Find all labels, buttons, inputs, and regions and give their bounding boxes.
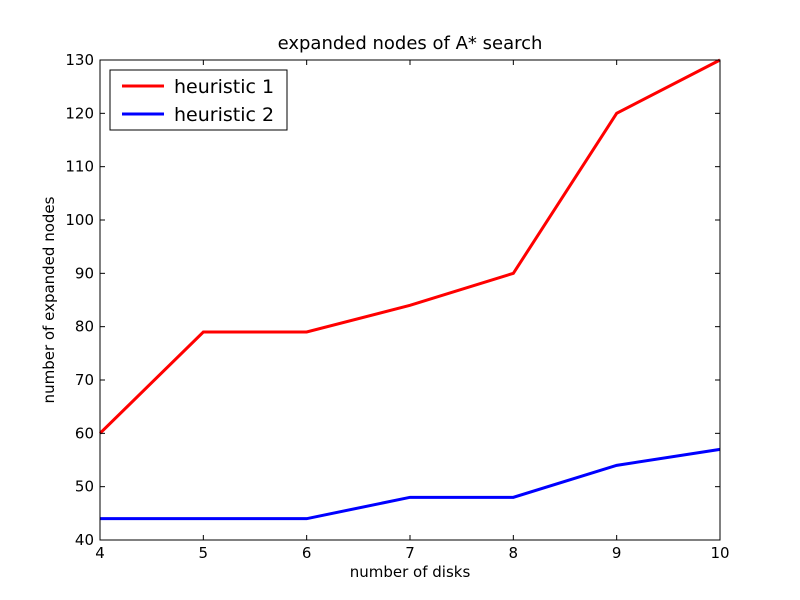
x-tick-label: 7 bbox=[405, 544, 415, 562]
x-axis-label: number of disks bbox=[350, 563, 471, 581]
chart-title: expanded nodes of A* search bbox=[278, 33, 543, 54]
legend-box bbox=[109, 69, 288, 131]
plot-area: 4 5 6 7 8 9 10 40 50 60 70 80 90 100 110 120 130 bbox=[65, 51, 729, 562]
legend: heuristic 1 heuristic 2 bbox=[109, 69, 288, 131]
x-tick-label: 4 bbox=[95, 544, 105, 562]
y-tick-label: 120 bbox=[65, 104, 94, 122]
y-tick-label: 80 bbox=[75, 318, 94, 336]
y-tick-label: 60 bbox=[75, 424, 94, 442]
x-tick-label: 6 bbox=[302, 544, 312, 562]
y-tick-label: 50 bbox=[75, 478, 94, 496]
x-tick-label: 9 bbox=[612, 544, 622, 562]
legend-label-2: heuristic 2 bbox=[174, 104, 274, 126]
legend-label-1: heuristic 1 bbox=[174, 76, 274, 98]
x-tick-label: 5 bbox=[199, 544, 209, 562]
series-line-2 bbox=[100, 447, 721, 521]
y-tick-label: 40 bbox=[75, 531, 94, 549]
y-tick-label: 130 bbox=[65, 51, 94, 69]
series-line-1 bbox=[98, 58, 721, 435]
y-tick-label: 90 bbox=[75, 264, 94, 282]
x-tick-label: 10 bbox=[710, 544, 729, 562]
y-tick-label: 100 bbox=[65, 211, 94, 229]
y-tick-label: 70 bbox=[75, 371, 94, 389]
x-tick-label: 8 bbox=[509, 544, 519, 562]
y-axis-label: number of expanded nodes bbox=[40, 196, 58, 403]
y-tick-label: 110 bbox=[65, 158, 94, 176]
